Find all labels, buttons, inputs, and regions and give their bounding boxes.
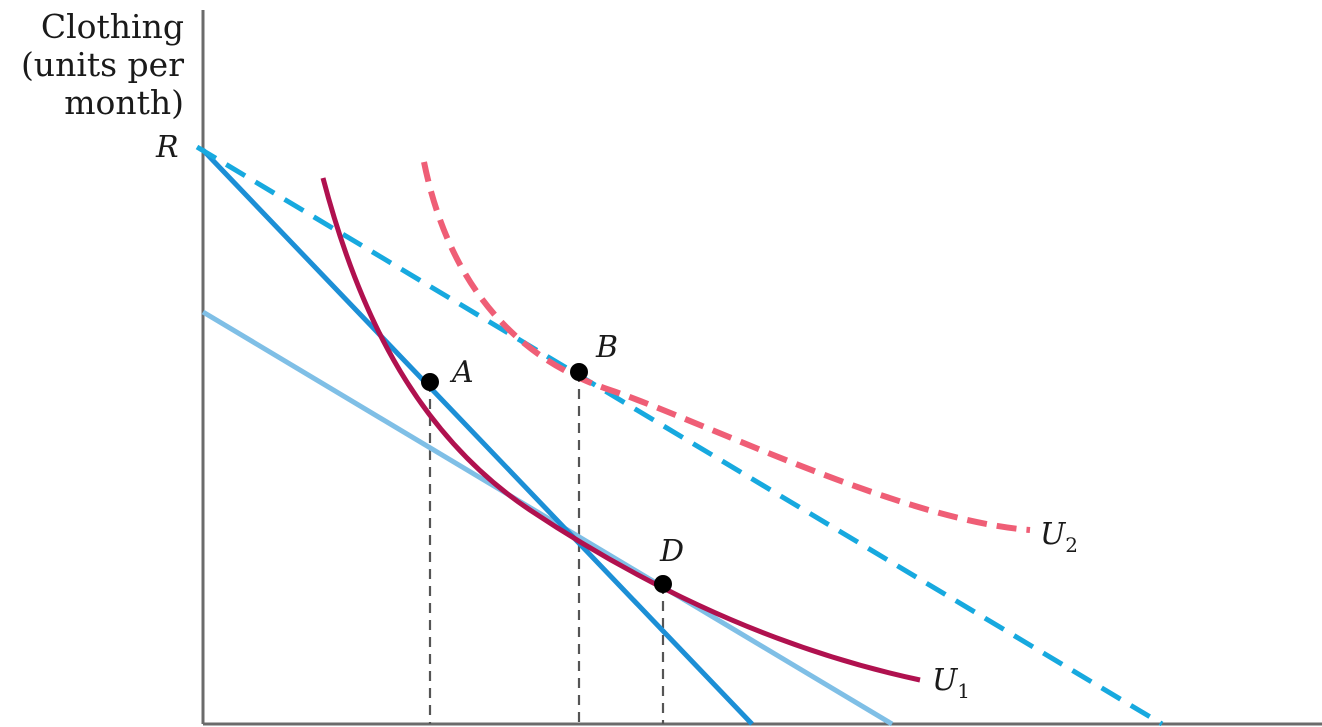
budget-line-original <box>201 148 754 726</box>
y-axis-label-line-2: (units per <box>20 45 184 84</box>
y-axis-label: Clothing (units per month) <box>0 8 184 122</box>
point-b-label: B <box>595 330 618 365</box>
budget-line-parallel <box>201 309 894 727</box>
point-b-marker <box>570 363 588 381</box>
budget-line-new <box>195 144 1164 727</box>
indifference-curve-u2 <box>421 161 1031 533</box>
point-d-marker <box>654 575 672 593</box>
curve-label-u2: U2 <box>1040 517 1078 557</box>
y-axis-label-line-1: Clothing <box>40 7 184 46</box>
point-d-label: D <box>659 534 684 569</box>
curve-label-u1-subscript: 1 <box>957 679 970 703</box>
curve-label-u1-letter: U <box>932 663 959 698</box>
y-axis-label-line-3: month) <box>64 83 184 122</box>
point-a-label: A <box>449 355 474 390</box>
curve-label-u2-letter: U <box>1040 517 1067 552</box>
indifference-curve-u1 <box>320 177 921 683</box>
curve-label-u2-subscript: 2 <box>1065 533 1078 557</box>
intercept-label-r: R <box>155 130 179 165</box>
curve-label-u1: U1 <box>932 663 970 703</box>
point-a-marker <box>421 373 439 391</box>
